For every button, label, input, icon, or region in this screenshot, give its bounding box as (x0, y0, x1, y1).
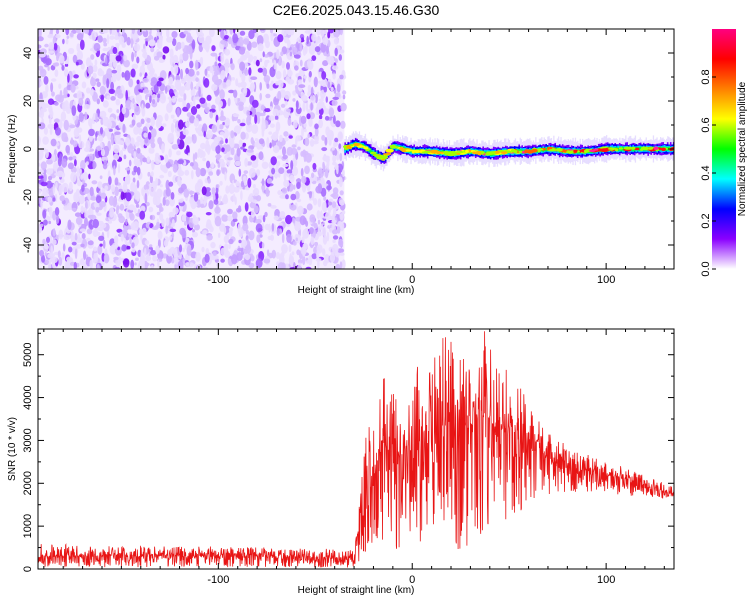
snr-y-tick-label: 3000 (22, 428, 34, 452)
snr-y-tick-label: 2000 (22, 471, 34, 495)
colorbar-tick-label: 0.0 (700, 261, 712, 276)
snr-series-line (38, 331, 674, 568)
snr-y-axis-label: SNR (10 * v/v) (7, 417, 18, 481)
spectrogram-y-tick-label: -40 (22, 237, 34, 253)
spectrogram-y-tick-label: 20 (22, 95, 34, 107)
spectrogram-y-tick-label: 0 (22, 146, 34, 152)
colorbar-gradient (712, 29, 736, 269)
snr-y-tick-label: 0 (22, 566, 34, 572)
colorbar-tick-label: 0.4 (700, 165, 712, 180)
spectrogram-x-tick-label: -100 (207, 274, 229, 286)
spectrogram-y-tick-label: -20 (22, 189, 34, 205)
spectrogram-ticks: -100 0 100 -40 -20 0 20 40 (22, 28, 674, 286)
snr-y-tick-label: 4000 (22, 385, 34, 409)
snr-y-tick-label: 5000 (22, 342, 34, 366)
spectrogram-x-tick-label: 100 (597, 274, 615, 286)
snr-plot-area (38, 329, 674, 569)
signal-hotspots (343, 142, 674, 161)
snr-x-tick-label: -100 (207, 574, 229, 586)
snr-y-tick-label: 1000 (22, 514, 34, 538)
signal-track (343, 130, 674, 172)
colorbar-tick-label: 0.6 (700, 117, 712, 132)
chart-title: C2E6.2025.043.15.46.G30 (272, 2, 440, 18)
spectrogram-x-axis-label: Height of straight line (km) (298, 285, 415, 296)
snr-x-tick-label: 0 (409, 574, 415, 586)
spectrogram-panel: -100 0 100 -40 -20 0 20 40 Height of straight l… (7, 28, 675, 296)
spectrogram-y-axis-label: Frequency (Hz) (7, 115, 18, 184)
snr-x-tick-label: 100 (597, 574, 615, 586)
spectrogram-x-tick-label: 0 (409, 274, 415, 286)
colorbar-ticks: 0.0 0.2 0.4 0.6 0.8 (700, 69, 716, 277)
colorbar: 0.0 0.2 0.4 0.6 0.8 Normalized spectral ampl… (700, 29, 748, 277)
colorbar-label: Normalized spectral amplitude (737, 81, 748, 216)
snr-frame (37, 328, 675, 570)
spectrogram-marks (38, 29, 674, 269)
noise-speckle (38, 29, 347, 269)
snr-marks (38, 331, 674, 568)
spectrogram-y-tick-label: 40 (22, 47, 34, 59)
colorbar-tick-label: 0.8 (700, 69, 712, 84)
snr-x-axis-label: Height of straight line (km) (298, 585, 415, 596)
colorbar-tick-label: 0.2 (700, 213, 712, 228)
